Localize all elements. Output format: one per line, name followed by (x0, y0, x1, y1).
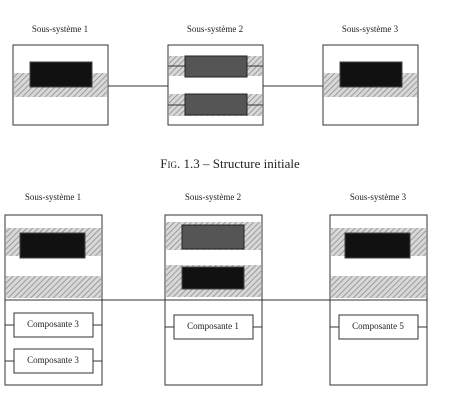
component-box (13, 348, 94, 374)
block (344, 232, 411, 259)
block (184, 55, 248, 78)
caption-label: Fig. 1.3 (160, 156, 199, 171)
subsystem-label: Sous-système 1 (32, 24, 88, 34)
block (19, 232, 86, 259)
caption-separator: – (202, 156, 210, 171)
hatched-band (6, 276, 101, 298)
subsystem-label: Sous-système 2 (185, 192, 241, 202)
component-box (13, 312, 94, 338)
block (184, 93, 248, 116)
component-label: Composante 5 (352, 321, 404, 331)
subsystem-label: Sous-système 3 (342, 24, 399, 34)
subsystem-label: Sous-système 3 (350, 192, 407, 202)
caption: Fig. 1.3 – Structure initiale (160, 156, 300, 171)
component-label: Composante 1 (187, 321, 239, 331)
hatched-band (331, 276, 426, 298)
caption-title: Structure initiale (213, 156, 300, 171)
block (181, 224, 245, 250)
subsystem-label: Sous-système 1 (25, 192, 81, 202)
block (29, 61, 93, 88)
component-box (173, 314, 254, 340)
subsystem-label: Sous-système 2 (187, 24, 243, 34)
block (339, 61, 403, 88)
component-box (338, 314, 419, 340)
block (181, 266, 245, 290)
component-label: Composante 3 (27, 319, 79, 329)
component-label: Composante 3 (27, 355, 79, 365)
